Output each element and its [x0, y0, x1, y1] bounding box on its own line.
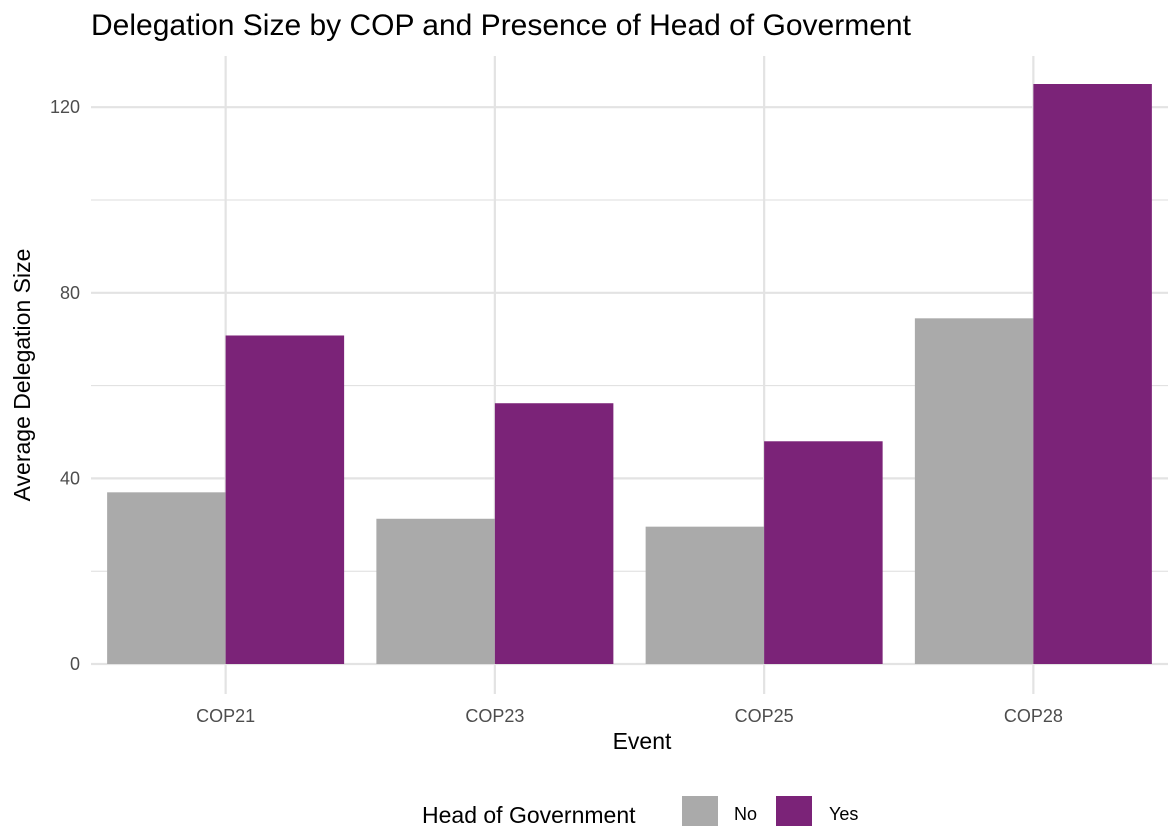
- legend-title: Head of Government: [422, 802, 636, 828]
- ticks-layer: 0 40 80 120 COP21 COP23 COP25 COP28: [50, 97, 1063, 726]
- bar-yes-cop25: [764, 441, 883, 664]
- x-tick-label: COP23: [465, 706, 524, 726]
- x-tick-label: COP21: [196, 706, 255, 726]
- legend-label-yes: Yes: [829, 804, 858, 824]
- bar-yes-cop21: [225, 335, 345, 664]
- y-tick-label: 120: [50, 97, 80, 117]
- bar-yes-cop23: [494, 403, 614, 664]
- chart-title: Delegation Size by COP and Presence of H…: [91, 9, 912, 42]
- x-axis-title: Event: [613, 728, 672, 754]
- y-axis-title: Average Delegation Size: [9, 249, 35, 502]
- legend-swatch-yes: [776, 796, 812, 826]
- y-tick-label: 40: [60, 468, 80, 488]
- bar-yes-cop28: [1033, 84, 1152, 664]
- bar-no-cop28: [914, 318, 1034, 664]
- bar-no-cop23: [376, 518, 495, 664]
- y-tick-label: 80: [60, 283, 80, 303]
- bars-layer: [107, 84, 1152, 664]
- bar-no-cop21: [107, 492, 226, 664]
- bar-no-cop25: [645, 526, 765, 664]
- x-tick-label: COP25: [735, 706, 794, 726]
- y-tick-label: 0: [70, 654, 80, 674]
- legend-swatch-no: [682, 796, 718, 826]
- legend-label-no: No: [734, 804, 757, 824]
- legend: Head of Government No Yes: [422, 796, 858, 828]
- x-tick-label: COP28: [1004, 706, 1063, 726]
